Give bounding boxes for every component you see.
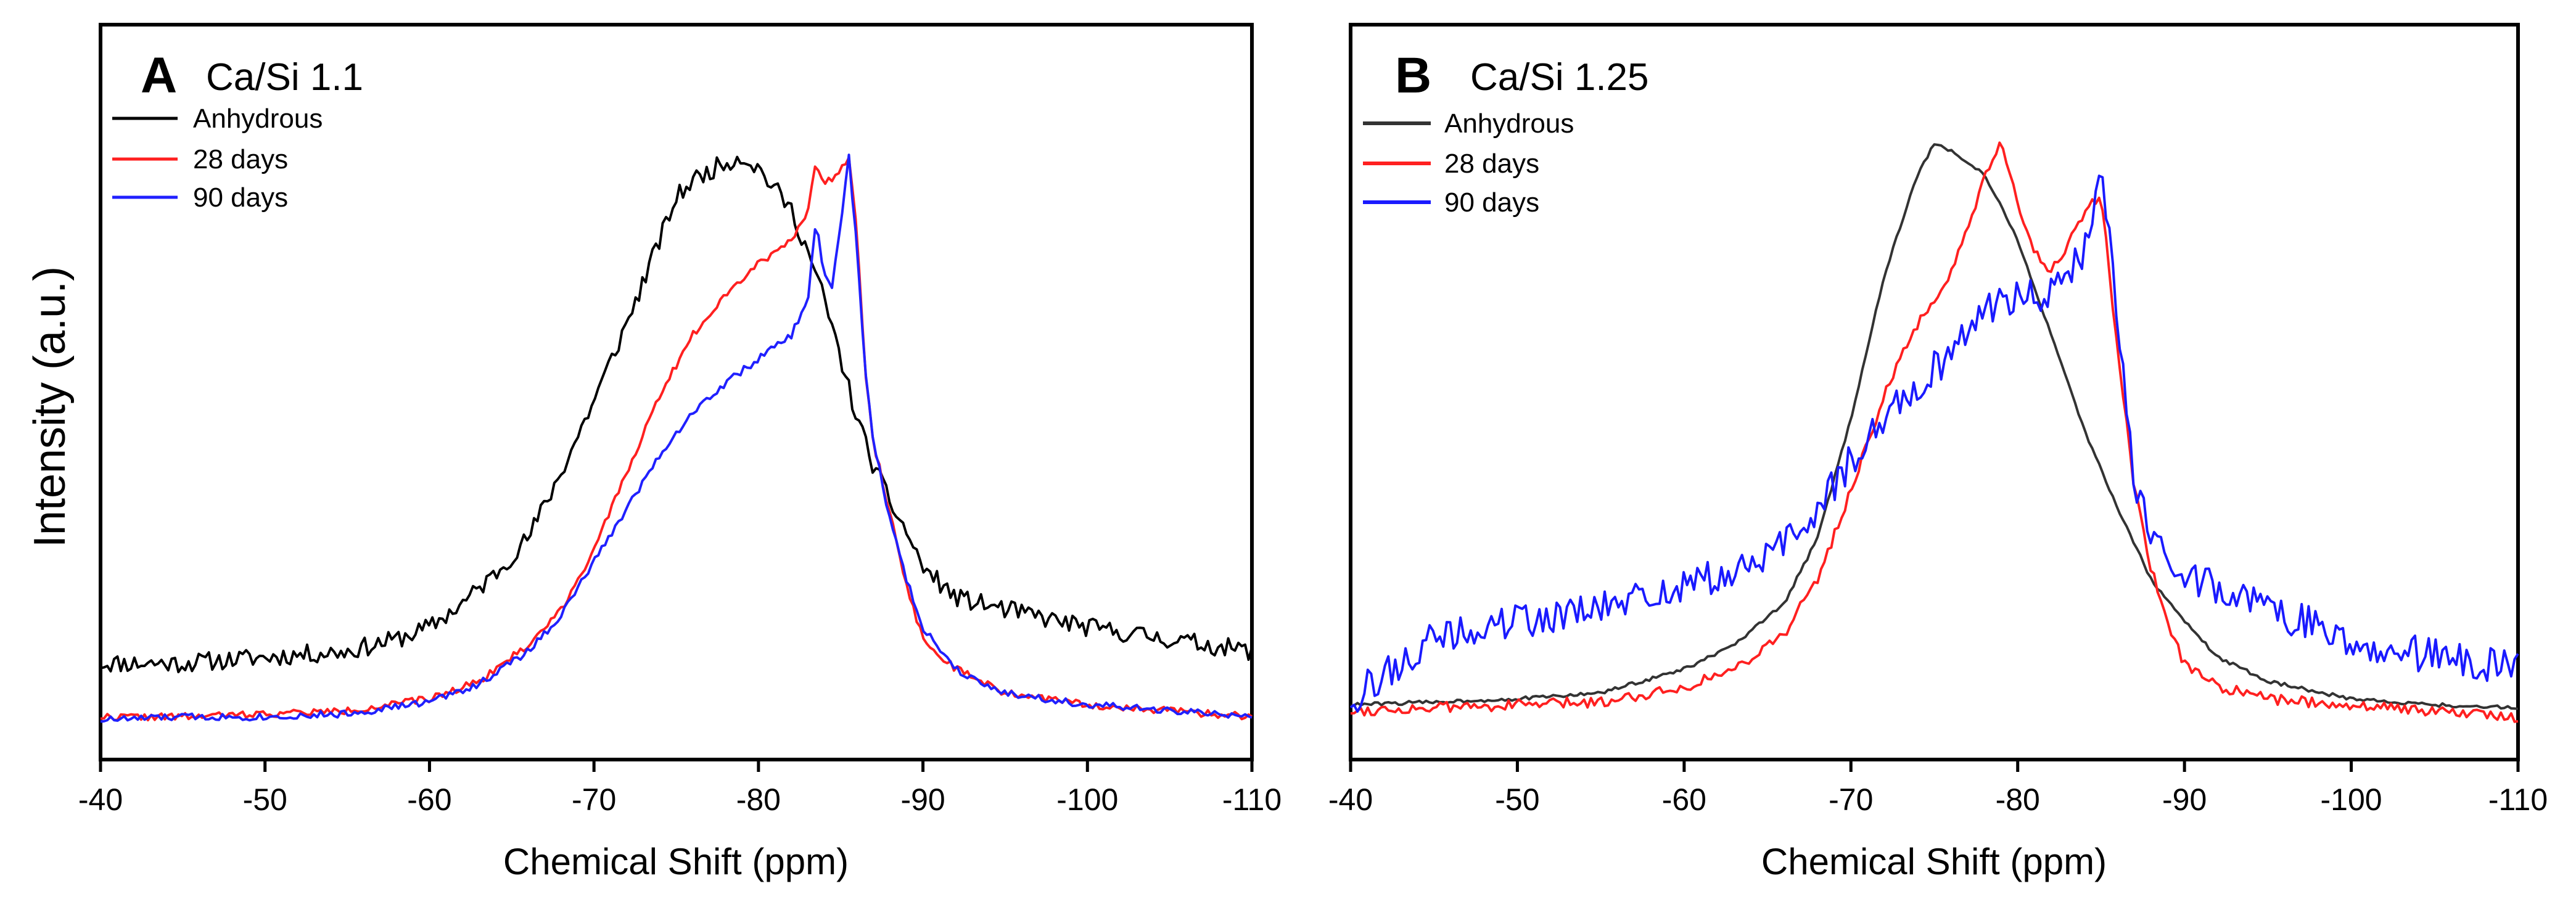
x-tick-label: -90 (2162, 782, 2207, 817)
legend-label-anhydrous: Anhydrous (193, 104, 323, 134)
legend-label-anhydrous: Anhydrous (1444, 109, 1574, 139)
x-tick-label: -40 (78, 782, 123, 817)
series-line-28-days (1350, 141, 2519, 723)
x-tick-label: -100 (2321, 782, 2382, 817)
panel-title: Ca/Si 1.1 (206, 56, 363, 99)
x-tick-label: -60 (407, 782, 451, 817)
panel-letter: A (141, 47, 177, 104)
x-tick-label: -90 (900, 782, 945, 817)
x-tick-label: -70 (1829, 782, 1873, 817)
series-layer (100, 154, 1253, 723)
legend-label-28-days: 28 days (193, 144, 288, 174)
plot-frame (99, 23, 1254, 761)
x-tick-label: -40 (1328, 782, 1373, 817)
legend: Anhydrous 28 days 90 days (112, 104, 323, 213)
x-tick-layer: -40 -50 -60 -70 -80 -90 -100 -110 (78, 760, 1282, 817)
series-line-90-days (1349, 174, 2519, 713)
x-tick-label: -50 (1495, 782, 1539, 817)
series-line-90-days (100, 154, 1253, 723)
x-tick-label: -60 (1662, 782, 1706, 817)
legend-label-90-days: 90 days (1444, 187, 1539, 218)
legend: Anhydrous 28 days 90 days (1363, 109, 1574, 218)
series-line-anhydrous (100, 155, 1253, 673)
x-tick-label: -80 (1996, 782, 2040, 817)
x-tick-label: -80 (736, 782, 781, 817)
x-tick-label: -70 (572, 782, 616, 817)
x-axis-title: Chemical Shift (ppm) (1761, 841, 2107, 882)
panel-a: -40 -50 -60 -70 -80 -90 -100 -110 A Ca/Si 1.1 A… (78, 23, 1282, 882)
x-tick-label: -110 (1222, 782, 1282, 817)
x-tick-label: -110 (2488, 782, 2548, 817)
x-tick-layer: -40 -50 -60 -70 -80 -90 -100 -110 (1328, 760, 2548, 817)
legend-label-28-days: 28 days (1444, 149, 1539, 179)
series-line-anhydrous (1350, 143, 2519, 710)
panel-letter: B (1395, 47, 1431, 104)
panel-title: Ca/Si 1.25 (1470, 56, 1649, 99)
x-tick-label: -100 (1056, 782, 1118, 817)
panel-b: -40 -50 -60 -70 -80 -90 -100 -110 B Ca/Si 1.25 … (1328, 23, 2548, 882)
x-axis-title: Chemical Shift (ppm) (503, 841, 849, 882)
y-axis-label: Intensity (a.u.) (25, 266, 75, 547)
plot-frame (1349, 23, 2520, 761)
series-layer (1349, 141, 2519, 723)
series-line-28-days (100, 156, 1253, 722)
legend-label-90-days: 90 days (193, 182, 288, 213)
x-tick-label: -50 (243, 782, 287, 817)
